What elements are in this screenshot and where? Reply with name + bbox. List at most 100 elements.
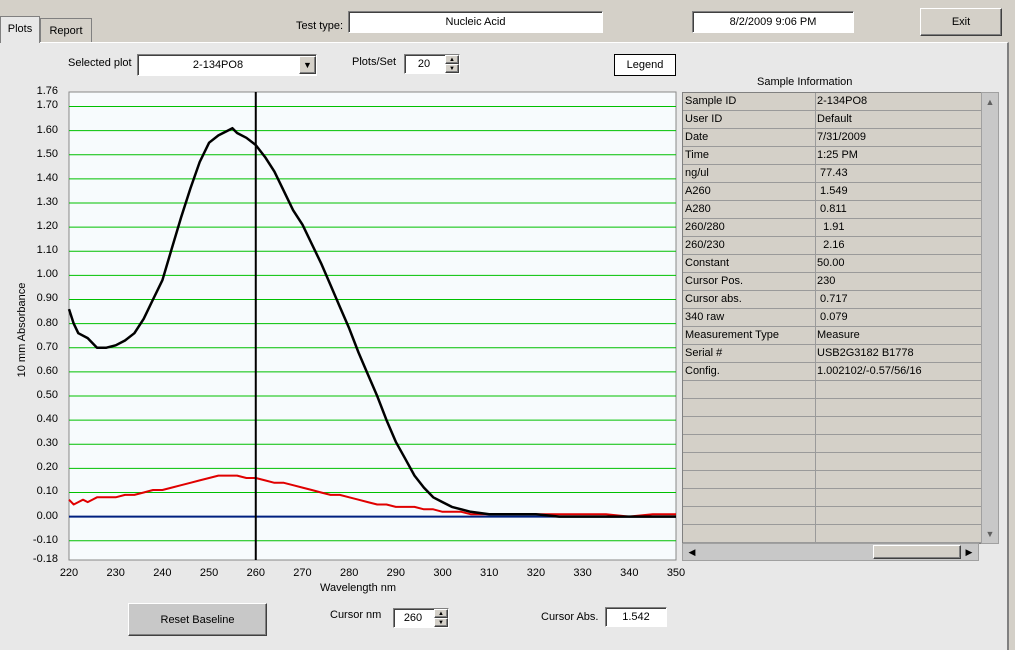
empty-row bbox=[683, 525, 981, 543]
cursor-abs-value: 1.542 bbox=[622, 611, 650, 623]
row-key: Date bbox=[685, 131, 709, 143]
y-tick-label: 0.80 bbox=[36, 316, 58, 329]
table-row: 260/230 2.16 bbox=[683, 237, 981, 255]
y-tick-label: 1.30 bbox=[36, 195, 58, 208]
y-tick-label: 1.70 bbox=[36, 99, 58, 112]
stepper-down-icon[interactable]: ▼ bbox=[445, 64, 459, 73]
datetime-field: 8/2/2009 9:06 PM bbox=[692, 11, 854, 33]
tab-report[interactable]: Report bbox=[40, 18, 92, 42]
empty-row bbox=[683, 489, 981, 507]
cursor-nm-stepper[interactable]: 260 ▲ ▼ bbox=[393, 608, 449, 628]
y-tick-label: 1.10 bbox=[36, 244, 58, 257]
row-key: 260/230 bbox=[685, 239, 725, 251]
row-value: 1.002102/-0.57/56/16 bbox=[817, 365, 922, 377]
table-row: Measurement Type Measure bbox=[683, 327, 981, 345]
y-tick-label: -0.18 bbox=[32, 553, 58, 565]
curves bbox=[67, 126, 676, 518]
sample-info-table: Sample ID 2-134PO8 User ID Default Date 7/31/… bbox=[682, 92, 982, 544]
scroll-up-icon[interactable]: ▲ bbox=[985, 97, 995, 107]
y-tick-label: 1.00 bbox=[36, 268, 58, 281]
absorbance-chart: 1.76 1.70 1.60 1.50 1.40 1.30 1.20 1.10 1.00 0.90… bbox=[18, 85, 685, 588]
table-row: ng/ul 77.43 bbox=[683, 165, 981, 183]
x-tick-label: 260 bbox=[246, 567, 265, 579]
table-row: User ID Default bbox=[683, 111, 981, 129]
x-axis-label: Wavelength nm bbox=[320, 582, 397, 594]
x-tick-label: 330 bbox=[573, 567, 592, 579]
x-tick-label: 310 bbox=[480, 567, 499, 579]
table-row: Config. 1.002102/-0.57/56/16 bbox=[683, 363, 981, 381]
scroll-thumb[interactable] bbox=[873, 545, 961, 559]
cursor-nm-value: 260 bbox=[403, 612, 423, 624]
empty-row bbox=[683, 453, 981, 471]
scroll-down-icon[interactable]: ▼ bbox=[985, 529, 995, 539]
series-line bbox=[68, 474, 676, 518]
row-key: User ID bbox=[685, 113, 723, 125]
y-tick-label: 0.30 bbox=[36, 437, 58, 450]
table-row: Time 1:25 PM bbox=[683, 147, 981, 165]
y-tick-label: 1.60 bbox=[36, 123, 58, 136]
cursor-abs-field: 1.542 bbox=[605, 607, 667, 627]
row-value: 230 bbox=[817, 275, 836, 287]
x-tick-label: 220 bbox=[59, 567, 79, 579]
scroll-left-icon[interactable]: ◀ bbox=[688, 546, 696, 557]
series-line bbox=[67, 126, 676, 518]
plot-area[interactable] bbox=[68, 91, 677, 561]
table-row: Cursor abs. 0.717 bbox=[683, 291, 981, 309]
x-tick-label: 230 bbox=[106, 567, 125, 579]
chevron-down-icon[interactable]: ▼ bbox=[299, 56, 316, 74]
row-key: Serial # bbox=[685, 347, 723, 359]
y-tick-label: 0.60 bbox=[36, 364, 58, 377]
row-value: 50.00 bbox=[817, 257, 845, 269]
tab-report-label: Report bbox=[49, 25, 83, 37]
test-type-value: Nucleic Acid bbox=[445, 16, 506, 28]
reset-baseline-button[interactable]: Reset Baseline bbox=[128, 603, 267, 636]
row-key: Config. bbox=[685, 365, 720, 377]
table-row: 340 raw 0.079 bbox=[683, 309, 981, 327]
plots-per-set-label: Plots/Set bbox=[352, 56, 397, 68]
row-key: A280 bbox=[685, 203, 711, 215]
stepper-up-icon[interactable]: ▲ bbox=[434, 609, 448, 618]
y-tick-label: 0.40 bbox=[36, 413, 58, 426]
row-key: Cursor abs. bbox=[685, 293, 742, 305]
x-tick-label: 290 bbox=[386, 567, 406, 579]
row-key: Time bbox=[685, 149, 710, 161]
legend-button[interactable]: Legend bbox=[614, 54, 676, 76]
scroll-right-icon[interactable]: ▶ bbox=[965, 546, 973, 557]
plots-per-set-stepper[interactable]: 20 ▲ ▼ bbox=[404, 54, 460, 74]
y-tick-label: 0.90 bbox=[36, 292, 58, 305]
empty-row bbox=[683, 435, 981, 453]
stepper-up-icon[interactable]: ▲ bbox=[445, 55, 459, 64]
empty-row bbox=[683, 381, 981, 399]
selected-plot-dropdown[interactable]: 2-134PO8 ▼ bbox=[137, 54, 317, 76]
test-type-label: Test type: bbox=[296, 20, 344, 32]
table-row: Cursor Pos. 230 bbox=[683, 273, 981, 291]
table-row: Constant 50.00 bbox=[683, 255, 981, 273]
row-key: Constant bbox=[685, 257, 730, 269]
y-tick-label: -0.10 bbox=[32, 533, 58, 546]
row-key: Cursor Pos. bbox=[685, 275, 744, 287]
x-tick-label: 340 bbox=[620, 567, 639, 579]
x-tick-label: 300 bbox=[433, 567, 452, 579]
cursor-abs-label: Cursor Abs. bbox=[541, 611, 599, 623]
empty-row bbox=[683, 417, 981, 435]
legend-button-label: Legend bbox=[626, 59, 664, 71]
row-value: USB2G3182 B1778 bbox=[817, 347, 914, 359]
tab-plots[interactable]: Plots bbox=[0, 16, 40, 43]
x-tick-label: 240 bbox=[153, 567, 172, 579]
stepper-down-icon[interactable]: ▼ bbox=[434, 618, 448, 627]
x-tick-label: 250 bbox=[199, 567, 219, 579]
test-type-field: Nucleic Acid bbox=[348, 11, 603, 33]
row-key: A260 bbox=[685, 185, 711, 197]
plots-per-set-value: 20 bbox=[417, 58, 431, 70]
exit-button[interactable]: Exit bbox=[920, 8, 1002, 36]
vertical-scrollbar[interactable]: ▲ ▼ bbox=[981, 92, 999, 544]
table-row: 260/280 1.91 bbox=[683, 219, 981, 237]
y-axis-label: 10 mm Absorbance bbox=[16, 282, 28, 378]
column-divider bbox=[815, 93, 816, 543]
y-tick-label: 0.50 bbox=[36, 388, 58, 401]
row-key: 260/280 bbox=[685, 221, 725, 233]
x-tick-label: 270 bbox=[293, 567, 312, 579]
horizontal-scrollbar[interactable]: ◀ ▶ bbox=[682, 543, 979, 561]
row-key: 340 raw bbox=[685, 311, 725, 323]
table-row: Sample ID 2-134PO8 bbox=[683, 93, 981, 111]
